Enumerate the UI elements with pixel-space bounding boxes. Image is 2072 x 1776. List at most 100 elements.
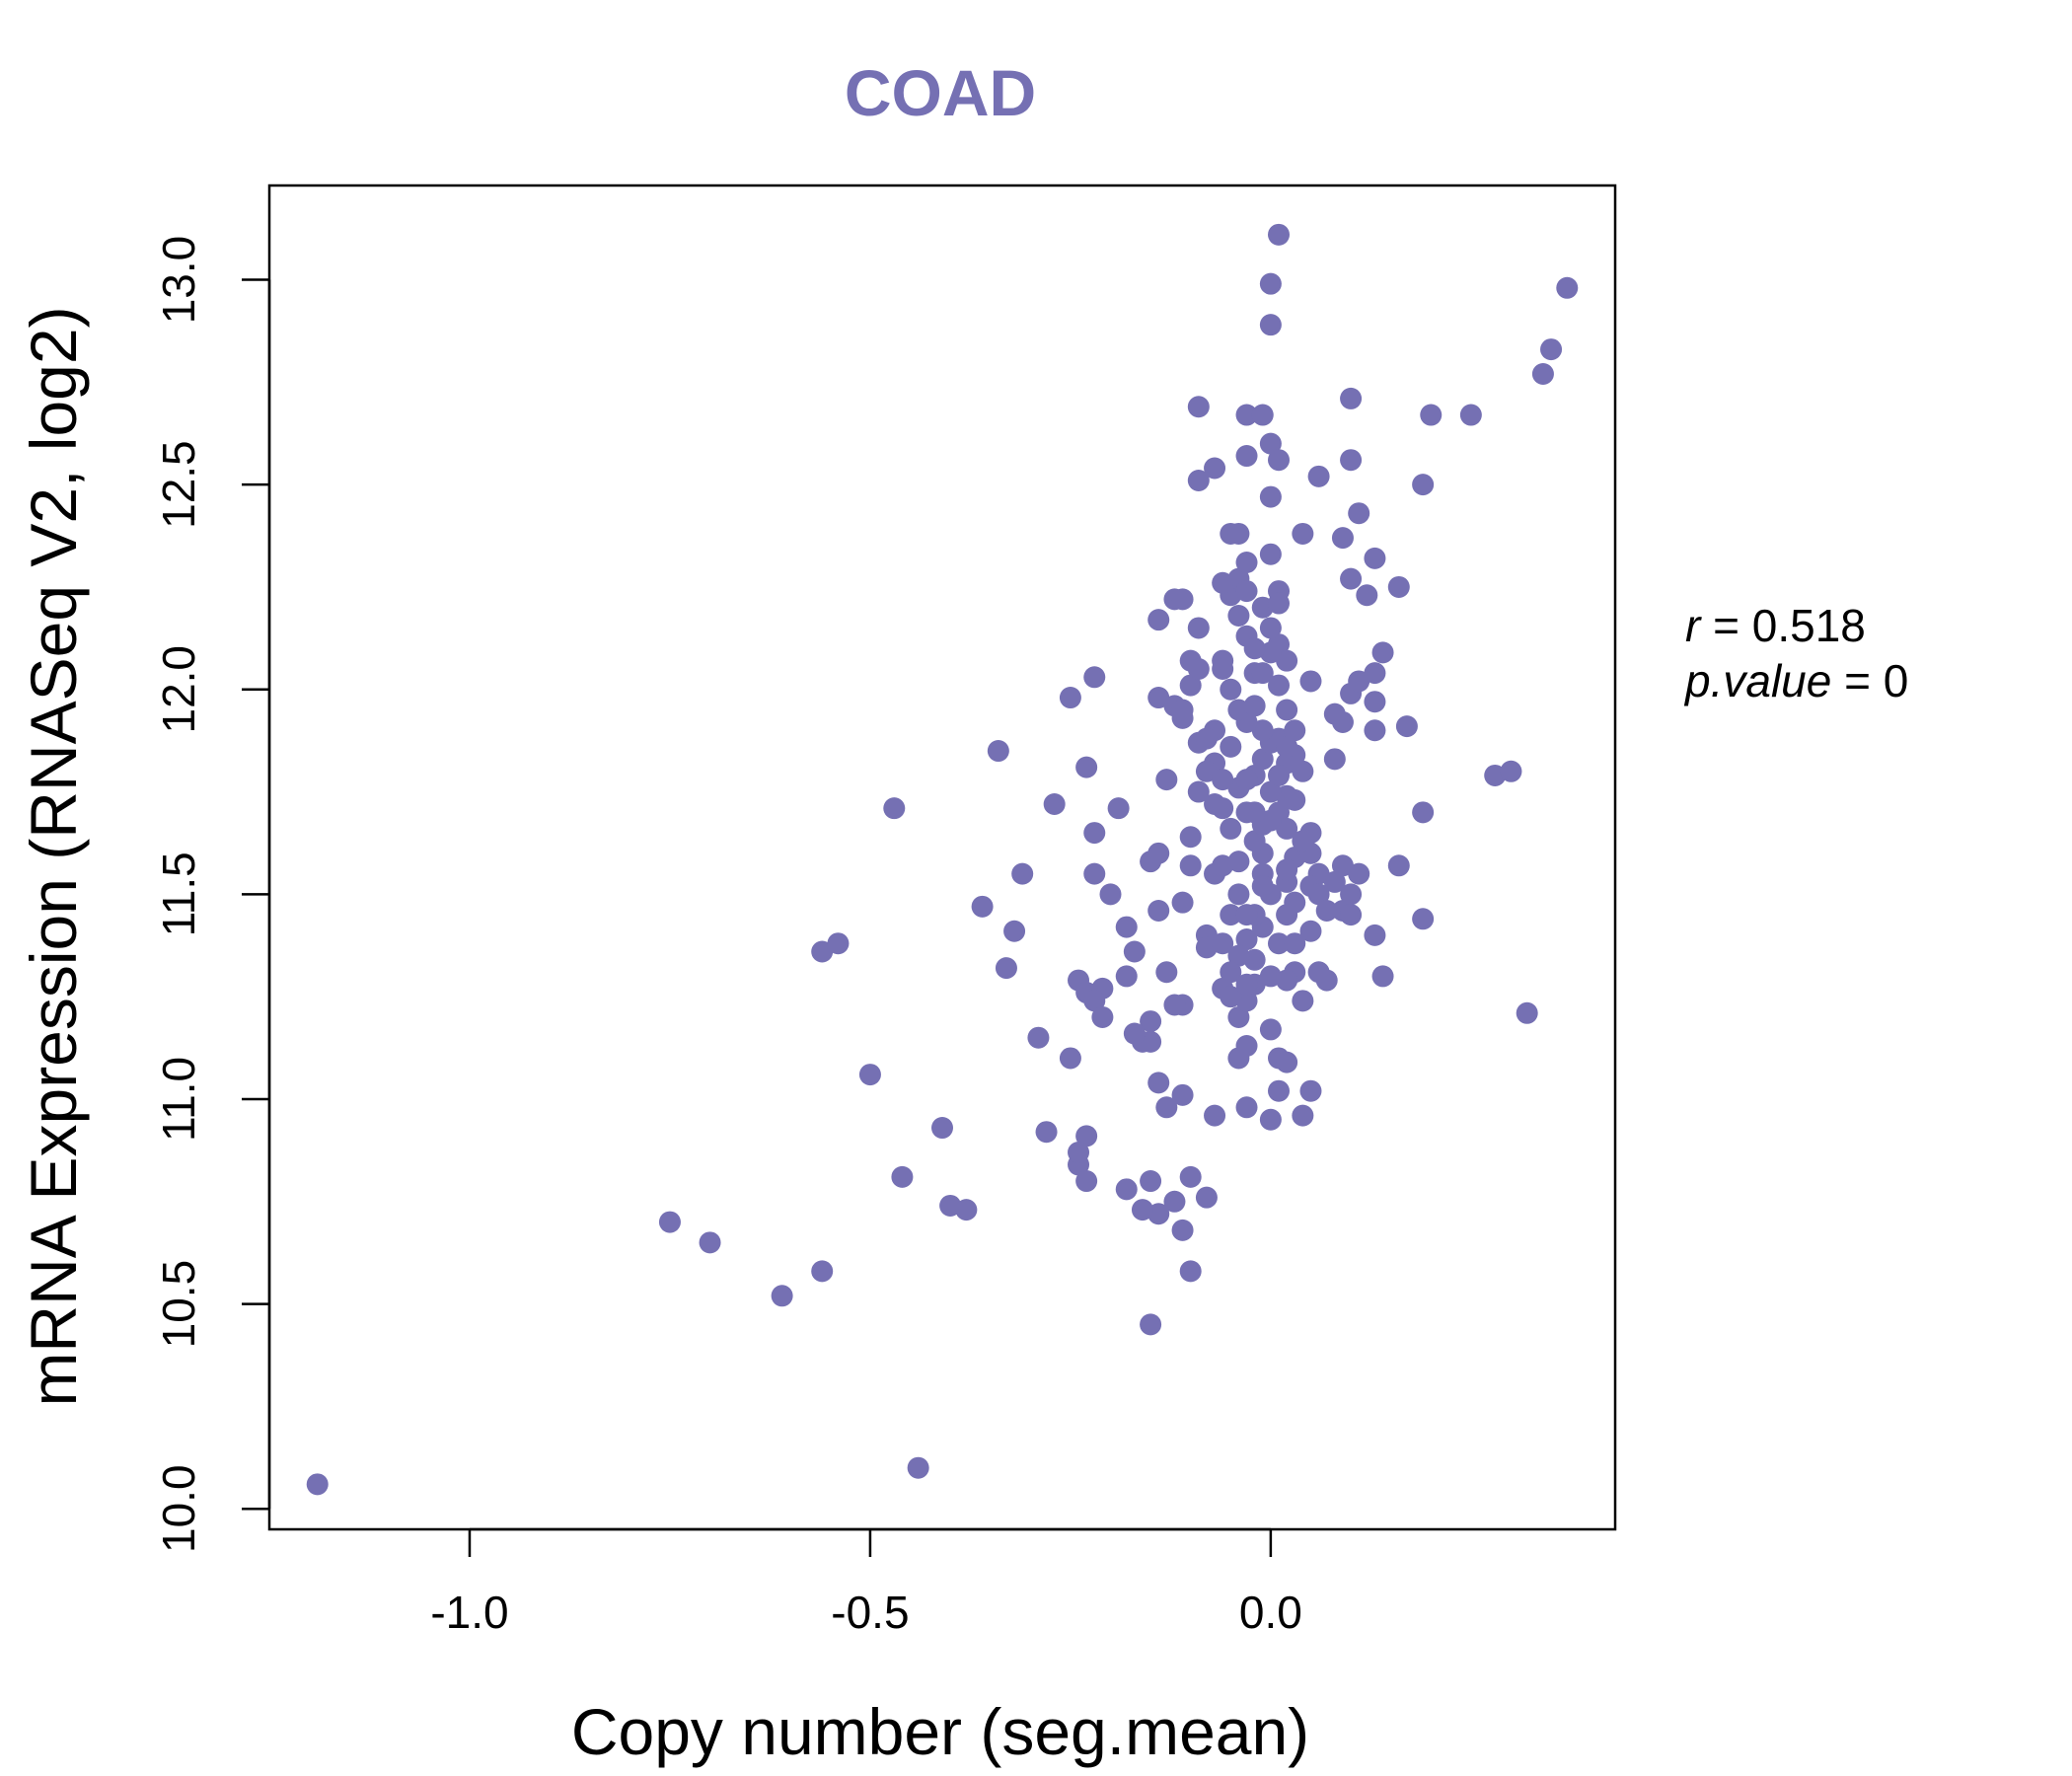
- data-point: [1075, 756, 1098, 778]
- data-point: [1212, 932, 1234, 955]
- data-point: [1356, 584, 1378, 607]
- data-point: [1227, 1005, 1250, 1028]
- data-point: [1276, 817, 1298, 840]
- data-point: [1212, 854, 1234, 877]
- data-point: [1340, 883, 1363, 906]
- data-point: [1195, 727, 1218, 750]
- y-axis-label: mRNA Expression (RNASeq V2, log2): [17, 306, 90, 1406]
- data-point: [1412, 801, 1435, 824]
- data-point: [1140, 1170, 1162, 1193]
- data-point: [1292, 760, 1314, 782]
- data-point: [1235, 445, 1258, 468]
- data-point: [1220, 817, 1242, 840]
- data-point: [955, 1199, 978, 1221]
- data-point: [1243, 801, 1266, 824]
- data-point: [1243, 637, 1266, 660]
- y-tick-label: 12.0: [153, 645, 204, 734]
- chart-title: COAD: [845, 56, 1036, 129]
- data-point: [1003, 920, 1026, 942]
- data-point: [1459, 404, 1482, 426]
- data-point: [1083, 862, 1106, 885]
- data-point: [1227, 883, 1250, 906]
- data-point: [1284, 788, 1306, 811]
- data-point: [1115, 965, 1138, 988]
- data-point: [1140, 1313, 1162, 1336]
- data-point: [1348, 502, 1370, 525]
- data-point: [1540, 338, 1563, 361]
- data-point: [1155, 1096, 1178, 1119]
- data-point: [1387, 575, 1410, 598]
- data-point: [1235, 928, 1258, 951]
- data-point: [1147, 687, 1170, 709]
- data-point: [1147, 1072, 1170, 1094]
- data-point: [1155, 961, 1178, 984]
- data-point: [1259, 314, 1282, 336]
- data-point: [1259, 485, 1282, 508]
- data-point: [883, 797, 906, 820]
- data-point: [1276, 1051, 1298, 1073]
- data-point: [971, 895, 994, 918]
- data-point: [1299, 670, 1322, 693]
- data-point: [811, 940, 834, 963]
- data-point: [1131, 1199, 1153, 1221]
- data-point: [1083, 666, 1106, 689]
- data-point: [1340, 904, 1363, 926]
- x-axis: -1.0 -0.5 0.0: [430, 1527, 1302, 1638]
- data-point: [1235, 580, 1258, 603]
- data-point: [1220, 904, 1242, 926]
- data-point: [1163, 994, 1186, 1016]
- data-point: [1083, 990, 1106, 1012]
- data-point: [1251, 662, 1274, 685]
- data-point: [1284, 719, 1306, 742]
- data-point: [1091, 1005, 1114, 1028]
- data-point: [1268, 223, 1290, 246]
- data-point: [1259, 272, 1282, 295]
- data-point: [1068, 1141, 1090, 1163]
- plot-frame: [267, 184, 1617, 1531]
- x-tick-label: 0.0: [1239, 1587, 1302, 1638]
- data-point: [1195, 760, 1218, 782]
- data-point: [1187, 617, 1210, 639]
- data-point: [1276, 735, 1298, 758]
- data-point: [1059, 687, 1081, 709]
- data-point: [1179, 674, 1202, 697]
- data-point: [1299, 920, 1322, 942]
- x-tick-label: -0.5: [831, 1587, 909, 1638]
- data-point: [1243, 830, 1266, 852]
- data-point: [1140, 1030, 1162, 1053]
- data-point: [931, 1117, 953, 1140]
- data-point: [1171, 588, 1194, 611]
- data-point: [1268, 1079, 1290, 1102]
- data-point: [1212, 657, 1234, 680]
- data-point: [1179, 1260, 1202, 1283]
- data-point: [1516, 1001, 1538, 1024]
- y-tick-label: 10.5: [153, 1260, 204, 1349]
- data-point: [1171, 891, 1194, 914]
- data-point: [1259, 432, 1282, 455]
- p-value: 0: [1884, 655, 1909, 706]
- data-point: [1027, 1026, 1050, 1049]
- data-point: [1340, 567, 1363, 590]
- data-point: [1251, 404, 1274, 426]
- data-point: [1187, 396, 1210, 418]
- data-point: [1364, 719, 1386, 742]
- data-point: [1276, 904, 1298, 926]
- data-point: [1187, 780, 1210, 803]
- data-point: [1235, 769, 1258, 791]
- data-point: [658, 1211, 681, 1233]
- x-axis-label: Copy number (seg.mean): [571, 1695, 1309, 1768]
- data-point: [1276, 649, 1298, 672]
- data-points: [306, 223, 1579, 1496]
- r-value: 0.518: [1752, 600, 1866, 651]
- data-point: [1220, 678, 1242, 701]
- data-point: [1179, 854, 1202, 877]
- y-tick-label: 11.5: [153, 851, 204, 936]
- data-point: [1204, 457, 1226, 480]
- data-point: [1227, 605, 1250, 628]
- data-point: [1259, 617, 1282, 639]
- data-point: [1412, 474, 1435, 496]
- y-tick-label: 12.5: [153, 440, 204, 529]
- data-point: [987, 740, 1009, 763]
- data-point: [1107, 797, 1130, 820]
- data-point: [891, 1165, 914, 1188]
